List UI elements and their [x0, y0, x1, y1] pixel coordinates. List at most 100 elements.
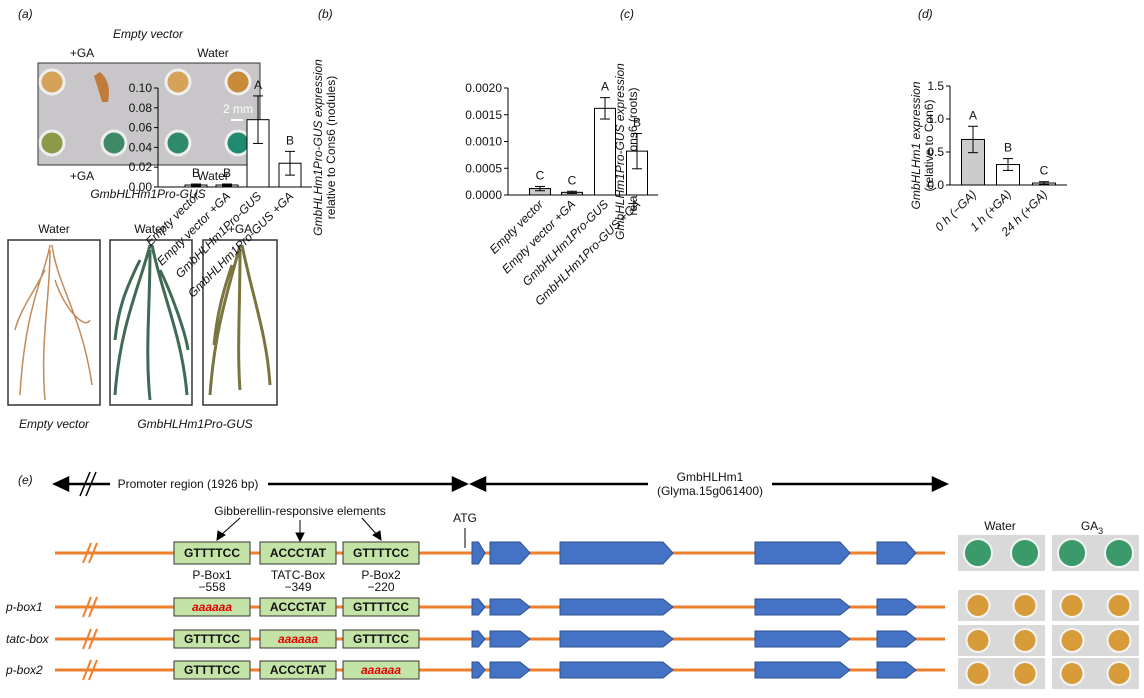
element-name: −349 — [284, 580, 311, 594]
significance-letter: B — [286, 133, 294, 147]
error-bar — [535, 185, 545, 192]
element-seq: GTTTTCC — [184, 663, 240, 677]
error-bar — [222, 183, 232, 187]
y-tick-label: 0.0000 — [465, 188, 502, 202]
well — [965, 593, 991, 618]
panel-label: (c) — [620, 7, 634, 21]
y-tick-label: 0.0005 — [465, 161, 502, 175]
y-tick-label: 0.10 — [129, 81, 153, 95]
element-seq: ACCCTAT — [270, 663, 327, 677]
y-tick-label: 0.0020 — [465, 81, 502, 95]
element-box — [173, 629, 251, 649]
gene-id: (Glyma.15g061400) — [657, 484, 763, 498]
exon — [489, 630, 531, 648]
element-box — [342, 597, 420, 617]
element-box — [342, 629, 420, 649]
exon — [559, 630, 674, 648]
element-seq: aaaaaa — [192, 600, 232, 614]
exon — [471, 630, 486, 648]
break-mark — [88, 596, 98, 618]
well — [965, 628, 991, 653]
element-name: P-Box2 — [361, 568, 401, 582]
significance-letter: C — [568, 173, 577, 187]
error-bar — [1003, 158, 1013, 171]
element-seq: aaaaaa — [278, 632, 318, 646]
element-box — [259, 629, 337, 649]
y-tick-label: 1.0 — [927, 112, 944, 126]
break-mark — [82, 628, 92, 650]
element-name: −220 — [367, 580, 394, 594]
element-box — [259, 597, 337, 617]
significance-letter: B — [633, 115, 641, 129]
break-mark — [82, 596, 92, 618]
photo-label: Water — [984, 519, 1016, 533]
plate-caption: GmbHLHm1Pro-GUS — [90, 187, 205, 201]
element-box — [259, 541, 337, 565]
scale-bar-label: 2 mm — [223, 102, 253, 116]
well — [963, 538, 993, 568]
well — [1012, 628, 1038, 653]
root-photos — [7, 239, 278, 406]
y-axis-label: GmbHLHm1 expression — [909, 81, 923, 209]
element-seq: ACCCTAT — [270, 546, 327, 560]
exon — [559, 541, 674, 565]
well — [1012, 593, 1038, 618]
error-bar — [1039, 181, 1049, 185]
photo-label-main: GA — [1081, 519, 1098, 533]
promoter-arrow — [52, 471, 469, 497]
well — [1059, 628, 1085, 653]
root-caption: Empty vector — [19, 417, 90, 431]
well — [1106, 628, 1132, 653]
y-tick-label: 0.02 — [129, 160, 153, 174]
element-name: TATC-Box — [271, 568, 325, 582]
error-bar — [191, 183, 201, 187]
y-tick-label: 0.0010 — [465, 135, 502, 149]
error-bar — [600, 97, 610, 120]
exon — [876, 541, 917, 565]
significance-letter: C — [536, 168, 545, 182]
element-box — [259, 660, 337, 680]
well — [965, 661, 991, 686]
plate-photo — [37, 62, 261, 166]
gene-arrow — [469, 476, 949, 492]
error-bar — [632, 132, 642, 170]
element-box — [173, 597, 251, 617]
exon — [489, 661, 531, 679]
y-tick-label: 0.0 — [927, 178, 944, 192]
construct-name: p-box2 — [5, 663, 43, 677]
element-seq: GTTTTCC — [353, 600, 409, 614]
exon — [754, 630, 851, 648]
exon — [876, 598, 917, 616]
plate-label: Water — [197, 169, 229, 183]
panel-label: (b) — [318, 7, 333, 21]
element-name: P-Box1 — [192, 568, 232, 582]
exon — [754, 661, 851, 679]
wells — [38, 68, 252, 157]
elements-title: Gibberellin-responsive elements — [214, 504, 385, 518]
exon — [489, 541, 531, 565]
panel-label: (a) — [18, 7, 33, 21]
y-tick-label: 0.06 — [129, 121, 153, 135]
significance-letter: A — [969, 108, 977, 122]
break-mark — [82, 542, 92, 564]
root-label: Water — [134, 222, 166, 236]
break-mark — [88, 628, 98, 650]
y-axis-label: GmbHLHm1Pro-GUS expression — [613, 63, 627, 240]
element-name: −558 — [198, 580, 225, 594]
well — [1106, 593, 1132, 618]
well — [1057, 538, 1087, 568]
element-seq: GTTTTCC — [353, 546, 409, 560]
significance-letter: B — [223, 166, 231, 180]
y-tick-label: 1.5 — [927, 79, 944, 93]
significance-letter: A — [601, 80, 609, 94]
y-tick-label: 0.04 — [129, 140, 153, 154]
error-bar — [285, 150, 295, 176]
break-mark — [88, 659, 98, 681]
atg-label: ATG — [453, 511, 477, 525]
y-tick-label: 0.0015 — [465, 108, 502, 122]
y-tick-label: 0.00 — [129, 180, 153, 194]
error-bar — [968, 125, 978, 154]
exon — [559, 661, 674, 679]
y-axis-label: (relative to Con6) — [922, 99, 936, 191]
gene-label: GmbHLHm1 — [677, 470, 744, 484]
